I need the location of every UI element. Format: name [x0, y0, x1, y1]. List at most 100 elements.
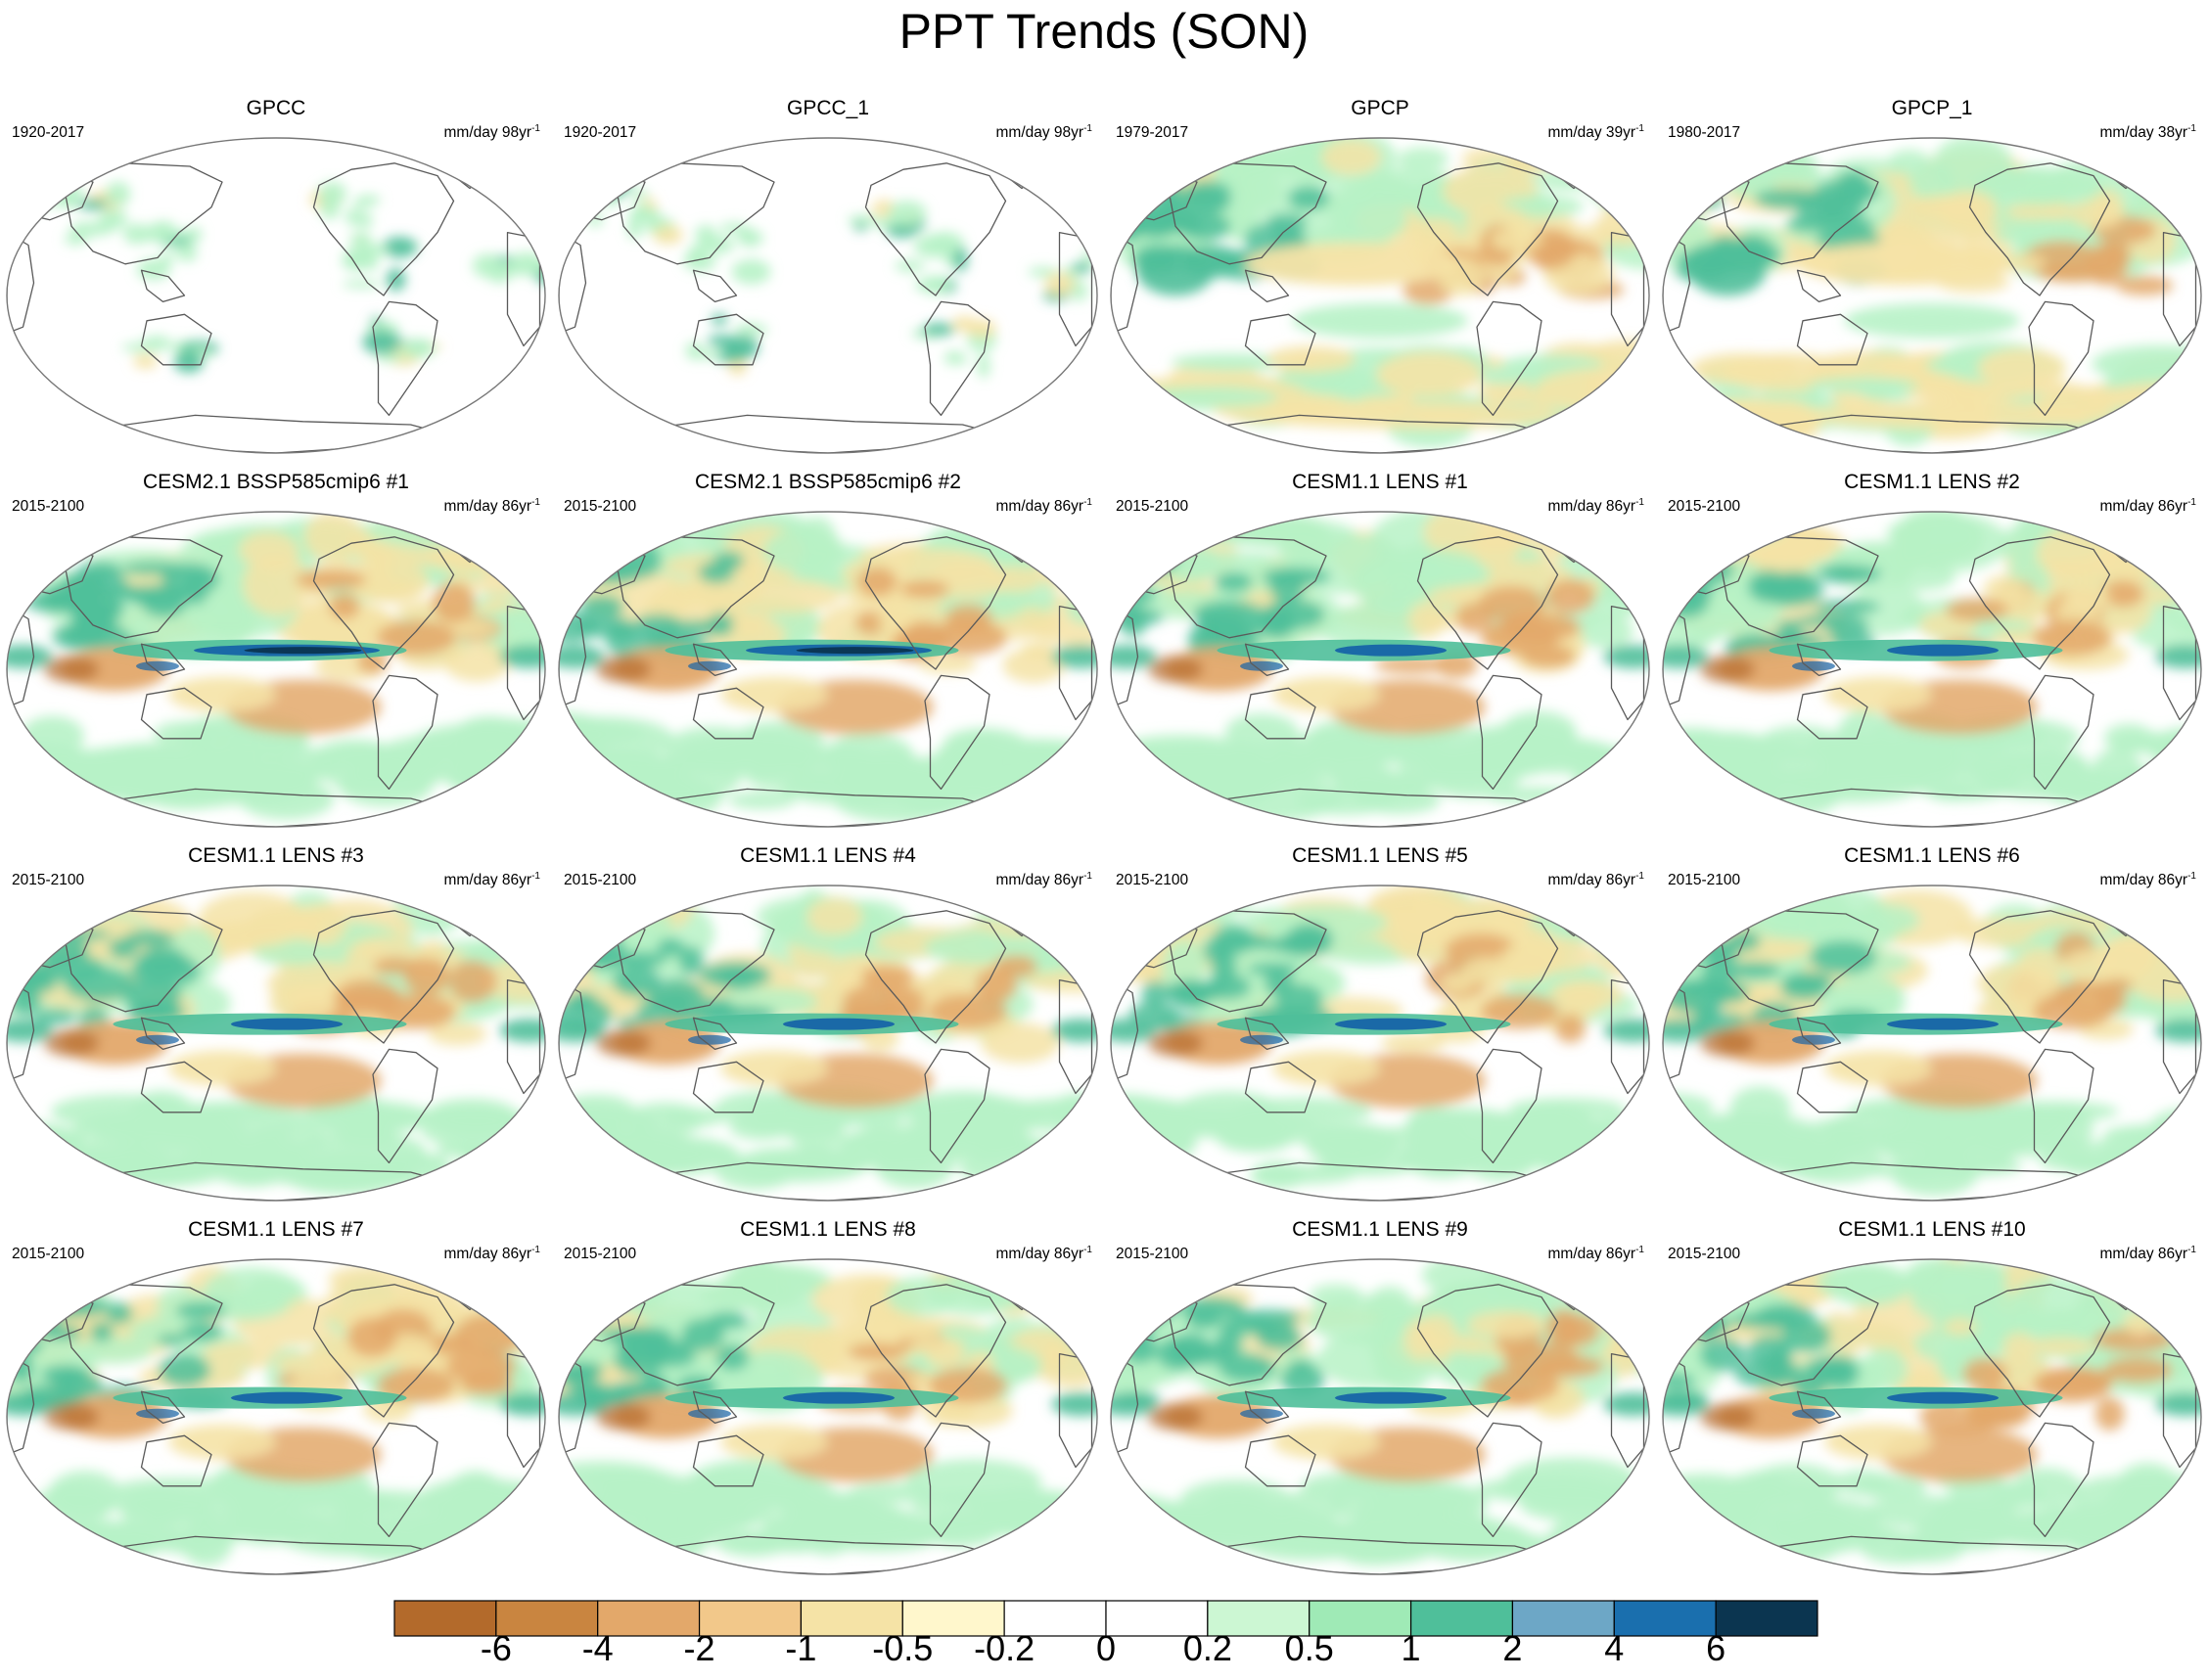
- continent-outline-australia: [140, 1061, 212, 1113]
- trend-blob: [175, 1301, 226, 1320]
- trend-blob: [1531, 169, 1609, 191]
- trend-blob: [1786, 214, 1828, 233]
- trend-blob: [601, 1326, 673, 1345]
- continent-outline-southAmerica: [1476, 674, 1542, 791]
- trend-blob: [605, 778, 723, 820]
- panel-title: CESM1.1 LENS #5: [1292, 844, 1468, 867]
- trend-blob: [1545, 578, 1595, 614]
- trend-blob: [559, 1264, 613, 1288]
- trend-blob: [1700, 1029, 1755, 1057]
- units-text: mm/day 39yr: [1547, 124, 1636, 141]
- continent-outline-australia: [1796, 687, 1868, 740]
- trend-blob: [356, 1528, 475, 1552]
- panel-years: 2015-2100: [1116, 498, 1189, 515]
- trend-blob: [1122, 917, 1171, 945]
- trend-blob: [1601, 538, 1649, 589]
- trend-blob: [1111, 1271, 1190, 1314]
- trend-blob: [559, 512, 597, 572]
- continent-outline-northAmerica: [864, 162, 1007, 296]
- trend-blob: [1676, 1309, 1722, 1334]
- trend-blob: [295, 569, 367, 590]
- equatorial-band-core: [1887, 644, 1999, 657]
- trend-blob: [1590, 899, 1639, 958]
- trend-blob: [1115, 543, 1178, 576]
- trend-blob: [46, 750, 132, 797]
- trend-blob: [202, 1339, 292, 1369]
- trend-blob: [1466, 1310, 1546, 1339]
- map-panel: CESM1.1 LENS #3 2015-2100 mm/day 86yr-1: [2, 843, 550, 1205]
- trend-blob: [52, 622, 109, 651]
- trend-blob: [1141, 979, 1169, 1009]
- trend-blob: [596, 656, 651, 683]
- trend-blob: [1943, 1318, 1977, 1336]
- trend-blob: [1130, 911, 1220, 941]
- trend-blob: [7, 970, 61, 984]
- trend-blob: [1163, 980, 1228, 1002]
- map-panel: GPCP 1979-2017 mm/day 39yr-1: [1106, 96, 1654, 458]
- map: [1110, 137, 1650, 454]
- continent-outline-southAmerica: [372, 1048, 438, 1164]
- map-border: [6, 511, 546, 828]
- trend-blob: [1892, 1154, 1978, 1197]
- trend-blob: [1111, 139, 1184, 172]
- trend-blob: [559, 168, 571, 190]
- panel-title: GPCP_1: [1891, 97, 1973, 119]
- continent-outline-northAmerica: [864, 536, 1007, 670]
- trend-blob: [1111, 893, 1137, 943]
- continent-outline-southAmerica: [1476, 300, 1542, 417]
- trend-blob: [1477, 1139, 1548, 1171]
- trend-blob: [109, 1489, 209, 1518]
- trend-blob: [579, 544, 638, 579]
- trend-blob: [559, 1297, 611, 1334]
- trend-blob: [559, 1145, 629, 1187]
- units-text: mm/day 86yr: [995, 872, 1084, 888]
- trend-blob: [713, 1090, 818, 1127]
- map: [1662, 511, 2202, 828]
- trend-blob: [193, 1138, 275, 1161]
- trend-blob: [1690, 352, 1798, 385]
- trend-blob: [1287, 186, 1330, 211]
- continent-outline-northAmerica: [1968, 162, 2111, 296]
- trend-blob: [2132, 617, 2201, 653]
- trend-blob: [49, 885, 98, 933]
- trend-blob: [1792, 1408, 1835, 1419]
- map-border: [1662, 137, 2202, 454]
- trend-blob: [632, 204, 650, 220]
- panel-units: mm/day 98yr-1: [996, 119, 1093, 143]
- trend-blob: [927, 231, 964, 253]
- equatorial-band-core: [1335, 1391, 1447, 1404]
- continent-outline-australia: [1244, 313, 1316, 366]
- trend-blob: [7, 1148, 49, 1184]
- trend-blob: [1774, 1497, 1882, 1537]
- trend-blob: [565, 550, 597, 579]
- trend-blob: [922, 323, 956, 336]
- trend-blob: [1583, 139, 1649, 198]
- continent-outline-australia: [140, 687, 212, 740]
- trend-blob: [559, 208, 574, 227]
- map-panel: CESM1.1 LENS #6 2015-2100 mm/day 86yr-1: [1658, 843, 2206, 1205]
- trend-blob: [1562, 414, 1625, 437]
- trend-blob: [121, 752, 247, 772]
- trend-blob: [303, 512, 363, 563]
- continent-outline-southAmerica: [2028, 1422, 2094, 1538]
- map-border: [558, 1258, 1098, 1575]
- trend-blob: [426, 545, 536, 574]
- panel-years: 1920-2017: [564, 124, 637, 141]
- trend-blob: [2093, 1327, 2175, 1352]
- trend-blob: [993, 955, 1038, 978]
- continent-outline-asia: [1716, 162, 1879, 265]
- trend-blob: [1111, 1517, 1147, 1565]
- trend-blob: [401, 339, 436, 359]
- trend-blob: [1136, 245, 1215, 296]
- map-border: [6, 137, 546, 454]
- trend-blob: [1424, 755, 1521, 798]
- trend-blob: [33, 1008, 77, 1025]
- units-text: mm/day 86yr: [1547, 872, 1636, 888]
- units-exponent: -1: [2187, 871, 2196, 882]
- trend-blob: [428, 1022, 487, 1046]
- units-text: mm/day 98yr: [995, 124, 1084, 141]
- map-panel: GPCC 1920-2017 mm/day 98yr-1: [2, 96, 550, 458]
- map-border: [1662, 1258, 2202, 1575]
- trend-blob: [1230, 1518, 1372, 1542]
- trend-blob: [44, 929, 111, 941]
